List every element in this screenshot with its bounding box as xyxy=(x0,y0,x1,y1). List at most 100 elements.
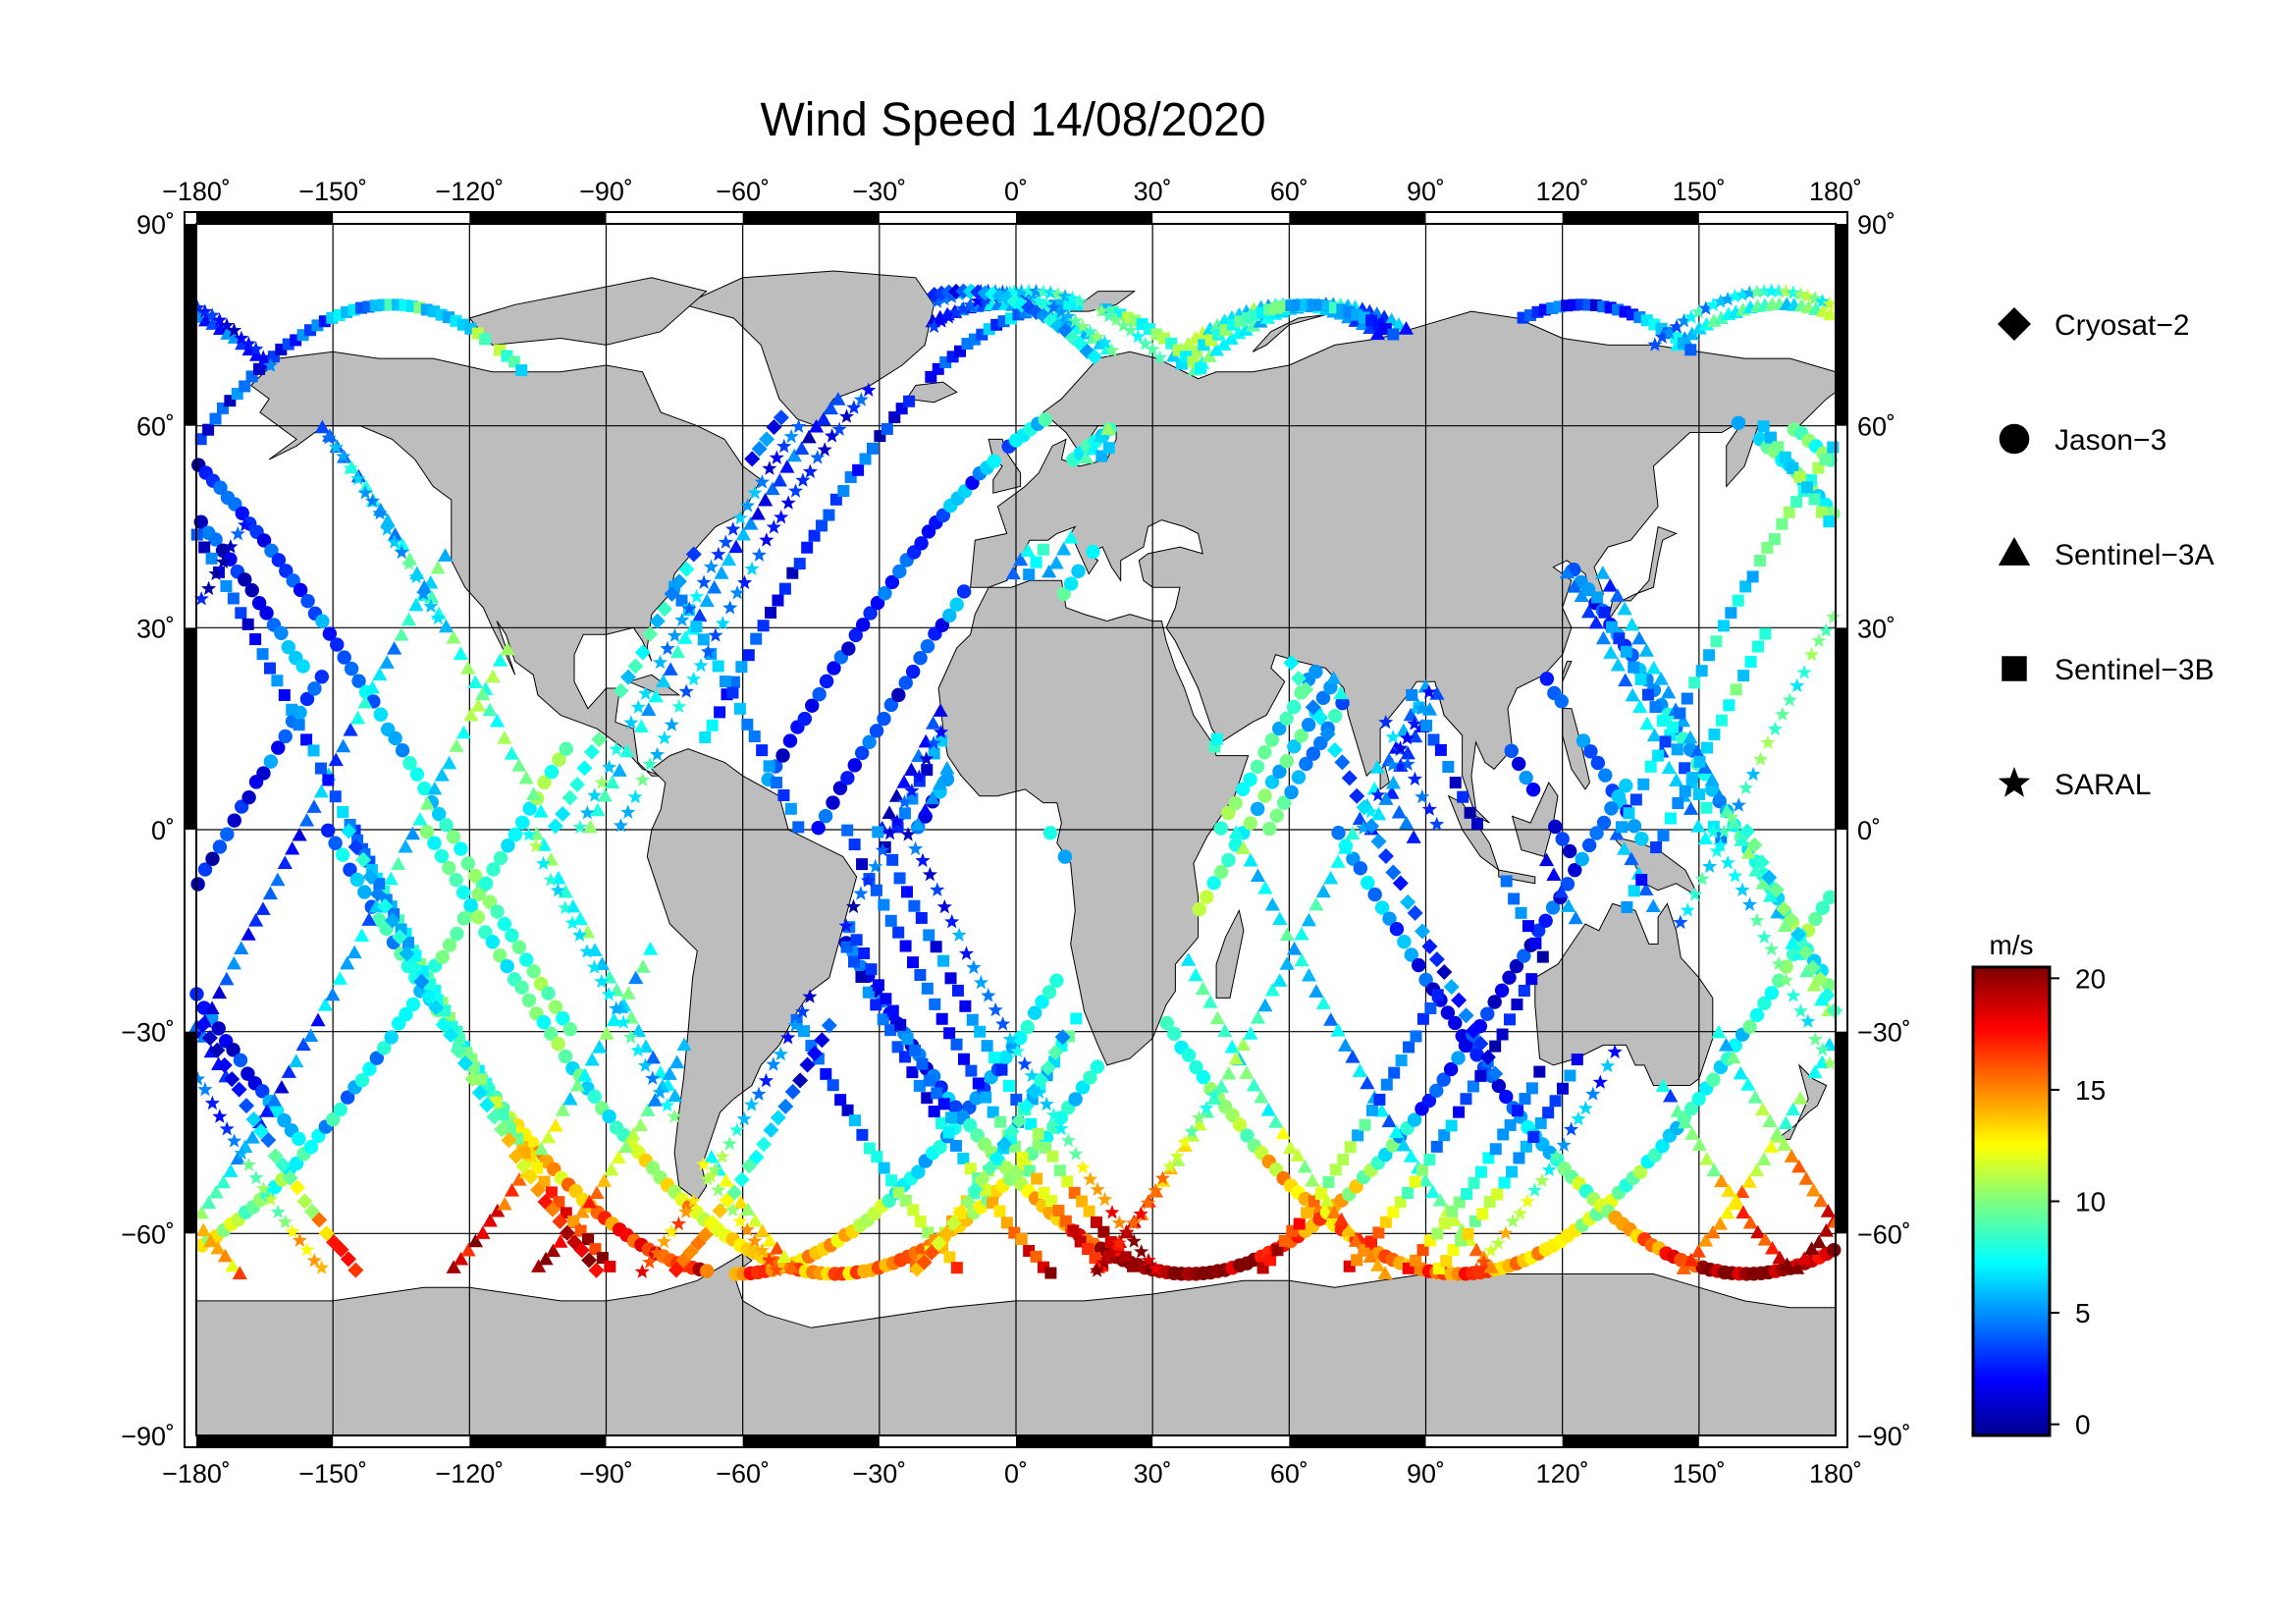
track-point xyxy=(1020,1019,1035,1035)
track-point xyxy=(559,1224,575,1241)
track-point xyxy=(1436,1072,1451,1087)
track-point xyxy=(1655,1078,1671,1093)
track-point xyxy=(1385,864,1402,881)
track-point xyxy=(1814,1055,1830,1069)
track-point xyxy=(1083,1070,1097,1085)
track-point xyxy=(1713,294,1729,308)
track-point xyxy=(1057,849,1073,864)
track-point xyxy=(587,943,603,956)
track-point xyxy=(951,927,967,942)
track-point xyxy=(725,521,741,536)
track-point xyxy=(674,612,690,627)
track-point xyxy=(712,1203,728,1219)
track-point xyxy=(1735,287,1750,301)
track-point xyxy=(1217,1023,1233,1038)
track-point xyxy=(1243,772,1257,787)
track-point xyxy=(793,558,806,570)
track-point xyxy=(1192,1116,1207,1131)
track-point xyxy=(754,474,771,489)
track-point xyxy=(1403,1149,1418,1163)
track-point xyxy=(1607,1044,1623,1058)
track-point xyxy=(1042,285,1058,299)
x-tick-label: 90˚ xyxy=(1407,1459,1445,1488)
track-point xyxy=(1044,1267,1057,1279)
track-point xyxy=(921,1092,934,1105)
track-point xyxy=(880,993,892,1005)
track-point xyxy=(620,986,636,1000)
track-point xyxy=(714,706,726,719)
track-point xyxy=(848,1114,861,1127)
y-tick-label: −90˚ xyxy=(121,1422,175,1451)
track-point xyxy=(1575,851,1589,867)
track-point xyxy=(620,804,636,819)
x-tick-label: 150˚ xyxy=(1673,177,1726,206)
x-tick-label: −120˚ xyxy=(435,177,504,206)
track-point xyxy=(1553,884,1569,898)
track-point xyxy=(669,644,686,659)
track-point xyxy=(1246,1077,1262,1092)
track-point xyxy=(340,955,355,970)
track-point xyxy=(1335,695,1350,711)
track-point xyxy=(1511,999,1523,1011)
track-point xyxy=(802,463,818,478)
track-point xyxy=(1213,1079,1229,1093)
track-point xyxy=(868,858,883,874)
track-point xyxy=(515,364,528,377)
track-point xyxy=(1060,1132,1076,1148)
track-point xyxy=(1243,816,1257,831)
track-point xyxy=(1664,812,1677,825)
track-point xyxy=(531,1162,544,1174)
track-point xyxy=(1148,1261,1164,1275)
track-point xyxy=(872,979,884,992)
track-point xyxy=(981,988,996,1002)
track-point xyxy=(538,1175,551,1188)
track-point xyxy=(1649,701,1662,714)
track-point xyxy=(889,813,905,829)
track-point xyxy=(913,651,928,666)
track-point xyxy=(1783,506,1795,518)
track-point xyxy=(303,1140,319,1155)
track-point xyxy=(541,1129,557,1144)
track-point xyxy=(190,877,205,892)
track-point xyxy=(1407,716,1422,730)
track-point xyxy=(819,674,834,689)
track-point xyxy=(910,816,926,831)
track-point xyxy=(1600,1057,1616,1073)
track-point xyxy=(1822,296,1838,311)
track-point xyxy=(311,1212,328,1228)
track-point xyxy=(700,644,717,659)
track-point xyxy=(913,1079,926,1092)
track-point xyxy=(987,454,1001,468)
track-point xyxy=(577,1067,593,1082)
track-point xyxy=(1797,945,1814,961)
track-point xyxy=(278,688,291,701)
track-point xyxy=(848,839,861,851)
track-point xyxy=(1009,1043,1026,1058)
track-point xyxy=(1283,655,1300,672)
track-point xyxy=(502,1116,514,1129)
track-point xyxy=(1548,819,1563,835)
track-point xyxy=(915,911,928,924)
track-point xyxy=(596,1173,613,1187)
track-point xyxy=(860,873,876,888)
track-point xyxy=(696,574,712,589)
track-point xyxy=(405,997,421,1012)
track-point xyxy=(1670,1104,1685,1117)
track-point xyxy=(816,411,831,426)
track-point xyxy=(903,395,916,407)
track-point xyxy=(1431,989,1444,1001)
land-japan xyxy=(1607,525,1678,622)
track-point xyxy=(1698,316,1715,331)
track-point xyxy=(663,662,678,676)
track-point xyxy=(769,1262,784,1277)
track-point xyxy=(678,1204,694,1218)
track-point xyxy=(935,1012,948,1025)
track-point xyxy=(377,897,394,914)
track-point xyxy=(1272,911,1288,926)
track-point xyxy=(239,1098,255,1114)
track-point xyxy=(1827,441,1840,454)
track-point xyxy=(1792,286,1808,301)
land-canada-islands xyxy=(468,277,708,346)
track-point xyxy=(1499,1089,1514,1105)
